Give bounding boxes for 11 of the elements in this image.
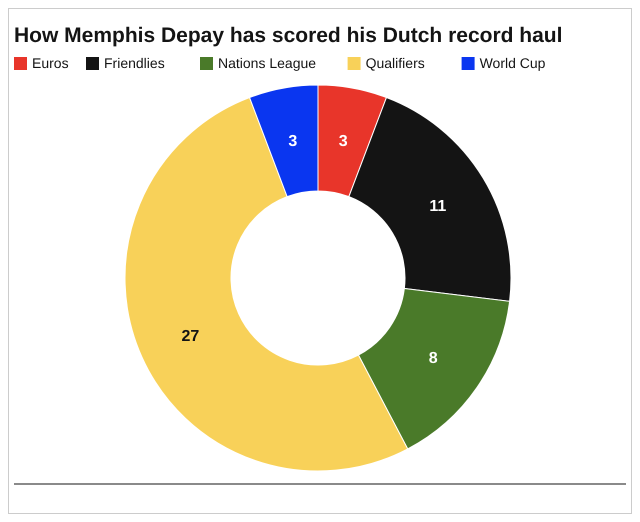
- data-label: 3: [338, 132, 348, 150]
- legend-label: Qualifiers: [366, 55, 425, 71]
- chart-title: How Memphis Depay has scored his Dutch record haul: [14, 24, 562, 47]
- legend-label: Friendlies: [104, 55, 165, 71]
- legend-label: World Cup: [480, 55, 546, 71]
- data-label: 8: [428, 350, 438, 368]
- data-label: 3: [288, 132, 298, 150]
- data-label: 11: [429, 198, 446, 216]
- legend-label: Nations League: [218, 55, 316, 71]
- legend-label: Euros: [32, 55, 69, 71]
- data-label: 27: [181, 328, 200, 346]
